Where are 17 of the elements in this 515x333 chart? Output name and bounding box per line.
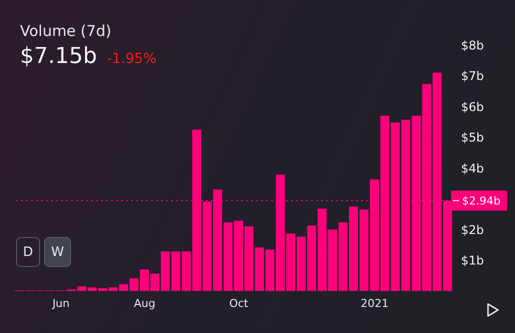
chart-subtitle: $7.15b [20,44,97,69]
y-tick-label: $4b [461,161,484,176]
y-tick-label: $2b [461,222,484,237]
y-tick-label: $1b [461,254,484,268]
ref-line-label: $2.94b [462,194,500,208]
y-tick-label: $8b [461,38,484,52]
annotation: -1.95% [106,51,156,67]
annotation: W [44,237,71,267]
y-tick-label: $6b [461,100,484,114]
y-tick-label: $5b [461,130,484,145]
annotation: D [16,237,40,267]
x-tick-label: 2021 [360,296,389,310]
chart-title: Volume (7d) [20,22,112,40]
x-tick-label: Jun [51,296,70,310]
y-tick-label: $7b [461,69,484,84]
x-tick-label: Oct [229,296,249,310]
x-tick-label: Aug [134,296,156,310]
